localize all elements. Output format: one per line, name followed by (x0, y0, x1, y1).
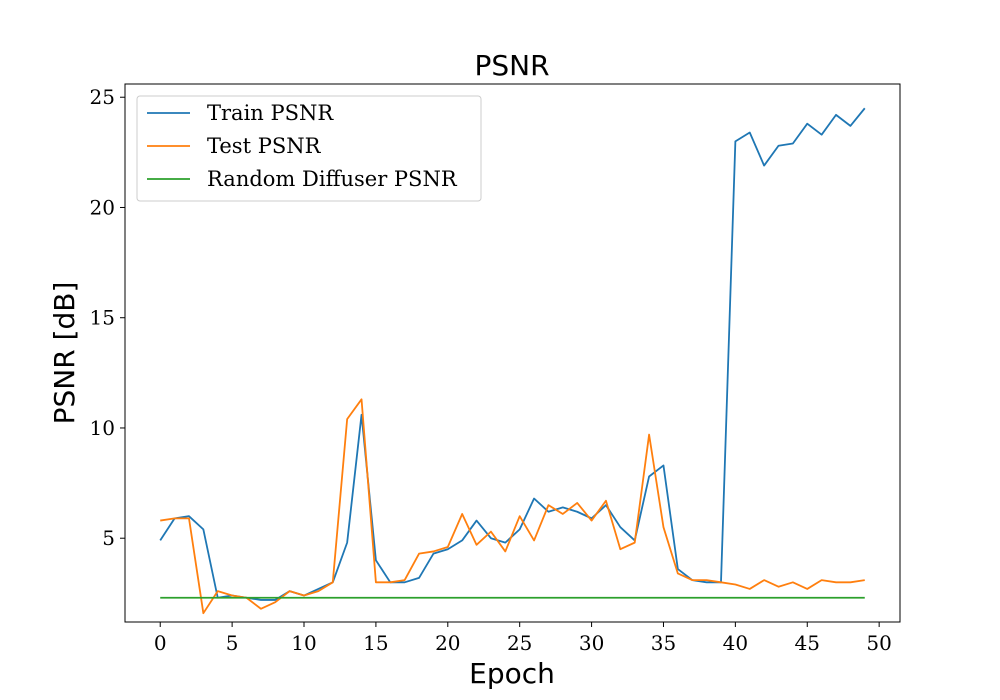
x-tick-label: 10 (291, 631, 316, 655)
series-line-test-psnr (160, 398, 865, 615)
y-tick-label: 5 (102, 526, 115, 550)
x-axis-label: Epoch (469, 657, 555, 690)
legend-label: Random Diffuser PSNR (207, 167, 458, 191)
legend-label: Train PSNR (207, 101, 334, 125)
x-tick-label: 50 (866, 631, 891, 655)
x-tick-label: 45 (795, 631, 820, 655)
legend: Train PSNR Test PSNR Random Diffuser PSNR (136, 95, 482, 202)
y-axis-label: PSNR [dB] (48, 282, 81, 425)
x-axis-ticks: 0 5 10 15 20 25 30 35 40 45 50 (154, 622, 892, 655)
x-tick-label: 25 (507, 631, 532, 655)
plot-area-frame (124, 83, 901, 623)
series-layer (159, 107, 866, 615)
legend-label: Test PSNR (207, 134, 322, 158)
y-axis-ticks: 5 10 15 20 25 (90, 85, 125, 550)
y-tick-label: 15 (90, 306, 115, 330)
y-tick-label: 25 (90, 85, 115, 109)
x-tick-label: 20 (435, 631, 460, 655)
x-tick-label: 30 (579, 631, 604, 655)
y-tick-label: 20 (90, 195, 115, 219)
x-tick-label: 0 (154, 631, 167, 655)
chart-title: PSNR (474, 49, 549, 82)
x-tick-label: 40 (723, 631, 748, 655)
x-tick-label: 5 (226, 631, 239, 655)
y-tick-label: 10 (90, 416, 115, 440)
legend-box (136, 95, 482, 202)
x-tick-label: 35 (651, 631, 676, 655)
x-tick-label: 15 (363, 631, 388, 655)
